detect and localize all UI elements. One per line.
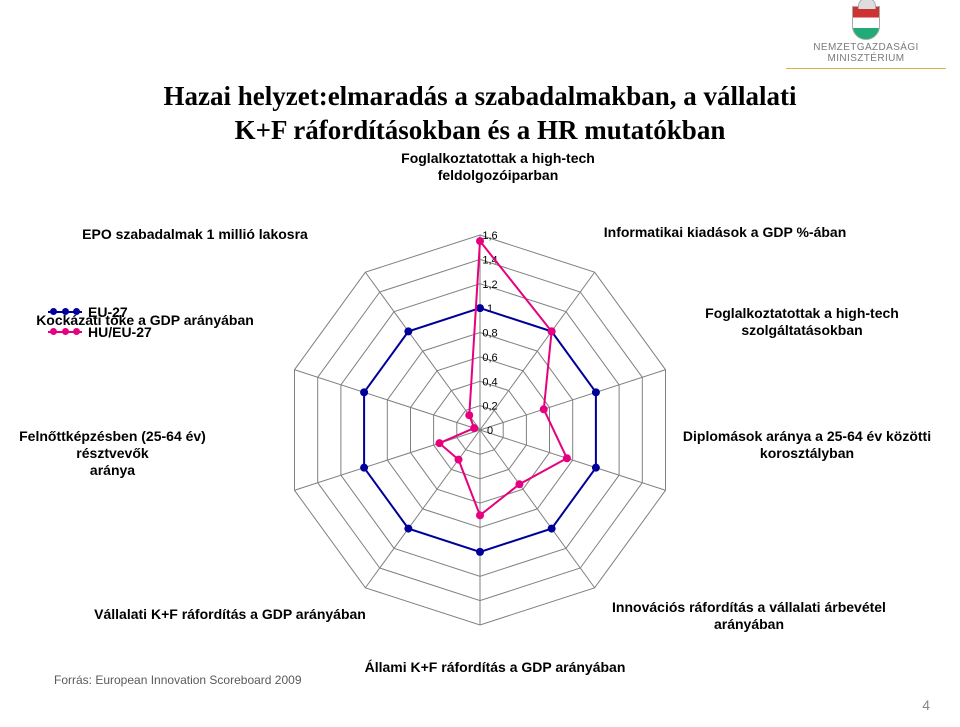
svg-text:0,6: 0,6: [482, 352, 497, 364]
radar-chart: EU-27 HU/EU-27 00,20,40,60,811,21,41,6 F…: [0, 150, 960, 695]
ministry-line2: MINISZTÉRIUM: [786, 53, 946, 64]
axis-label: Foglalkoztatottak a high-techszolgáltatá…: [662, 305, 942, 339]
axis-label: Informatikai kiadások a GDP %-ában: [595, 224, 855, 241]
page-number: 4: [922, 697, 930, 713]
crest-icon: [852, 6, 880, 40]
header-underline: [786, 68, 946, 69]
ministry-line1: NEMZETGAZDASÁGI: [786, 42, 946, 53]
title-line1: Hazai helyzet:elmaradás a szabadalmakban…: [164, 81, 797, 111]
page-title: Hazai helyzet:elmaradás a szabadalmakban…: [0, 80, 960, 148]
svg-text:0,4: 0,4: [482, 376, 497, 388]
svg-text:1,6: 1,6: [482, 230, 497, 242]
ministry-logo: NEMZETGAZDASÁGI MINISZTÉRIUM: [786, 6, 946, 69]
axis-label: Diplomások aránya a 25-64 év közöttikoro…: [662, 428, 952, 462]
axis-label: Állami K+F ráfordítás a GDP arányában: [345, 659, 645, 676]
svg-text:0: 0: [487, 425, 493, 437]
chart-source: Forrás: European Innovation Scoreboard 2…: [54, 673, 302, 687]
axis-label: Felnőttképzésben (25-64 év) résztvevőkar…: [0, 428, 230, 478]
axis-label: Kockázati tőke a GDP arányában: [30, 312, 260, 329]
svg-text:0,8: 0,8: [482, 328, 497, 340]
legend-swatch-hu: [48, 331, 82, 333]
axis-label: Innovációs ráfordítás a vállalati árbevé…: [584, 599, 914, 633]
svg-text:0,2: 0,2: [482, 401, 497, 413]
axis-label: Vállalati K+F ráfordítás a GDP arányában: [80, 606, 380, 623]
axis-label: Foglalkoztatottak a high-techfeldolgozói…: [368, 150, 628, 184]
svg-text:1: 1: [487, 303, 493, 315]
svg-text:1,2: 1,2: [482, 279, 497, 291]
title-line2: K+F ráfordításokban és a HR mutatókban: [235, 115, 726, 145]
axis-label: EPO szabadalmak 1 millió lakosra: [65, 226, 325, 243]
